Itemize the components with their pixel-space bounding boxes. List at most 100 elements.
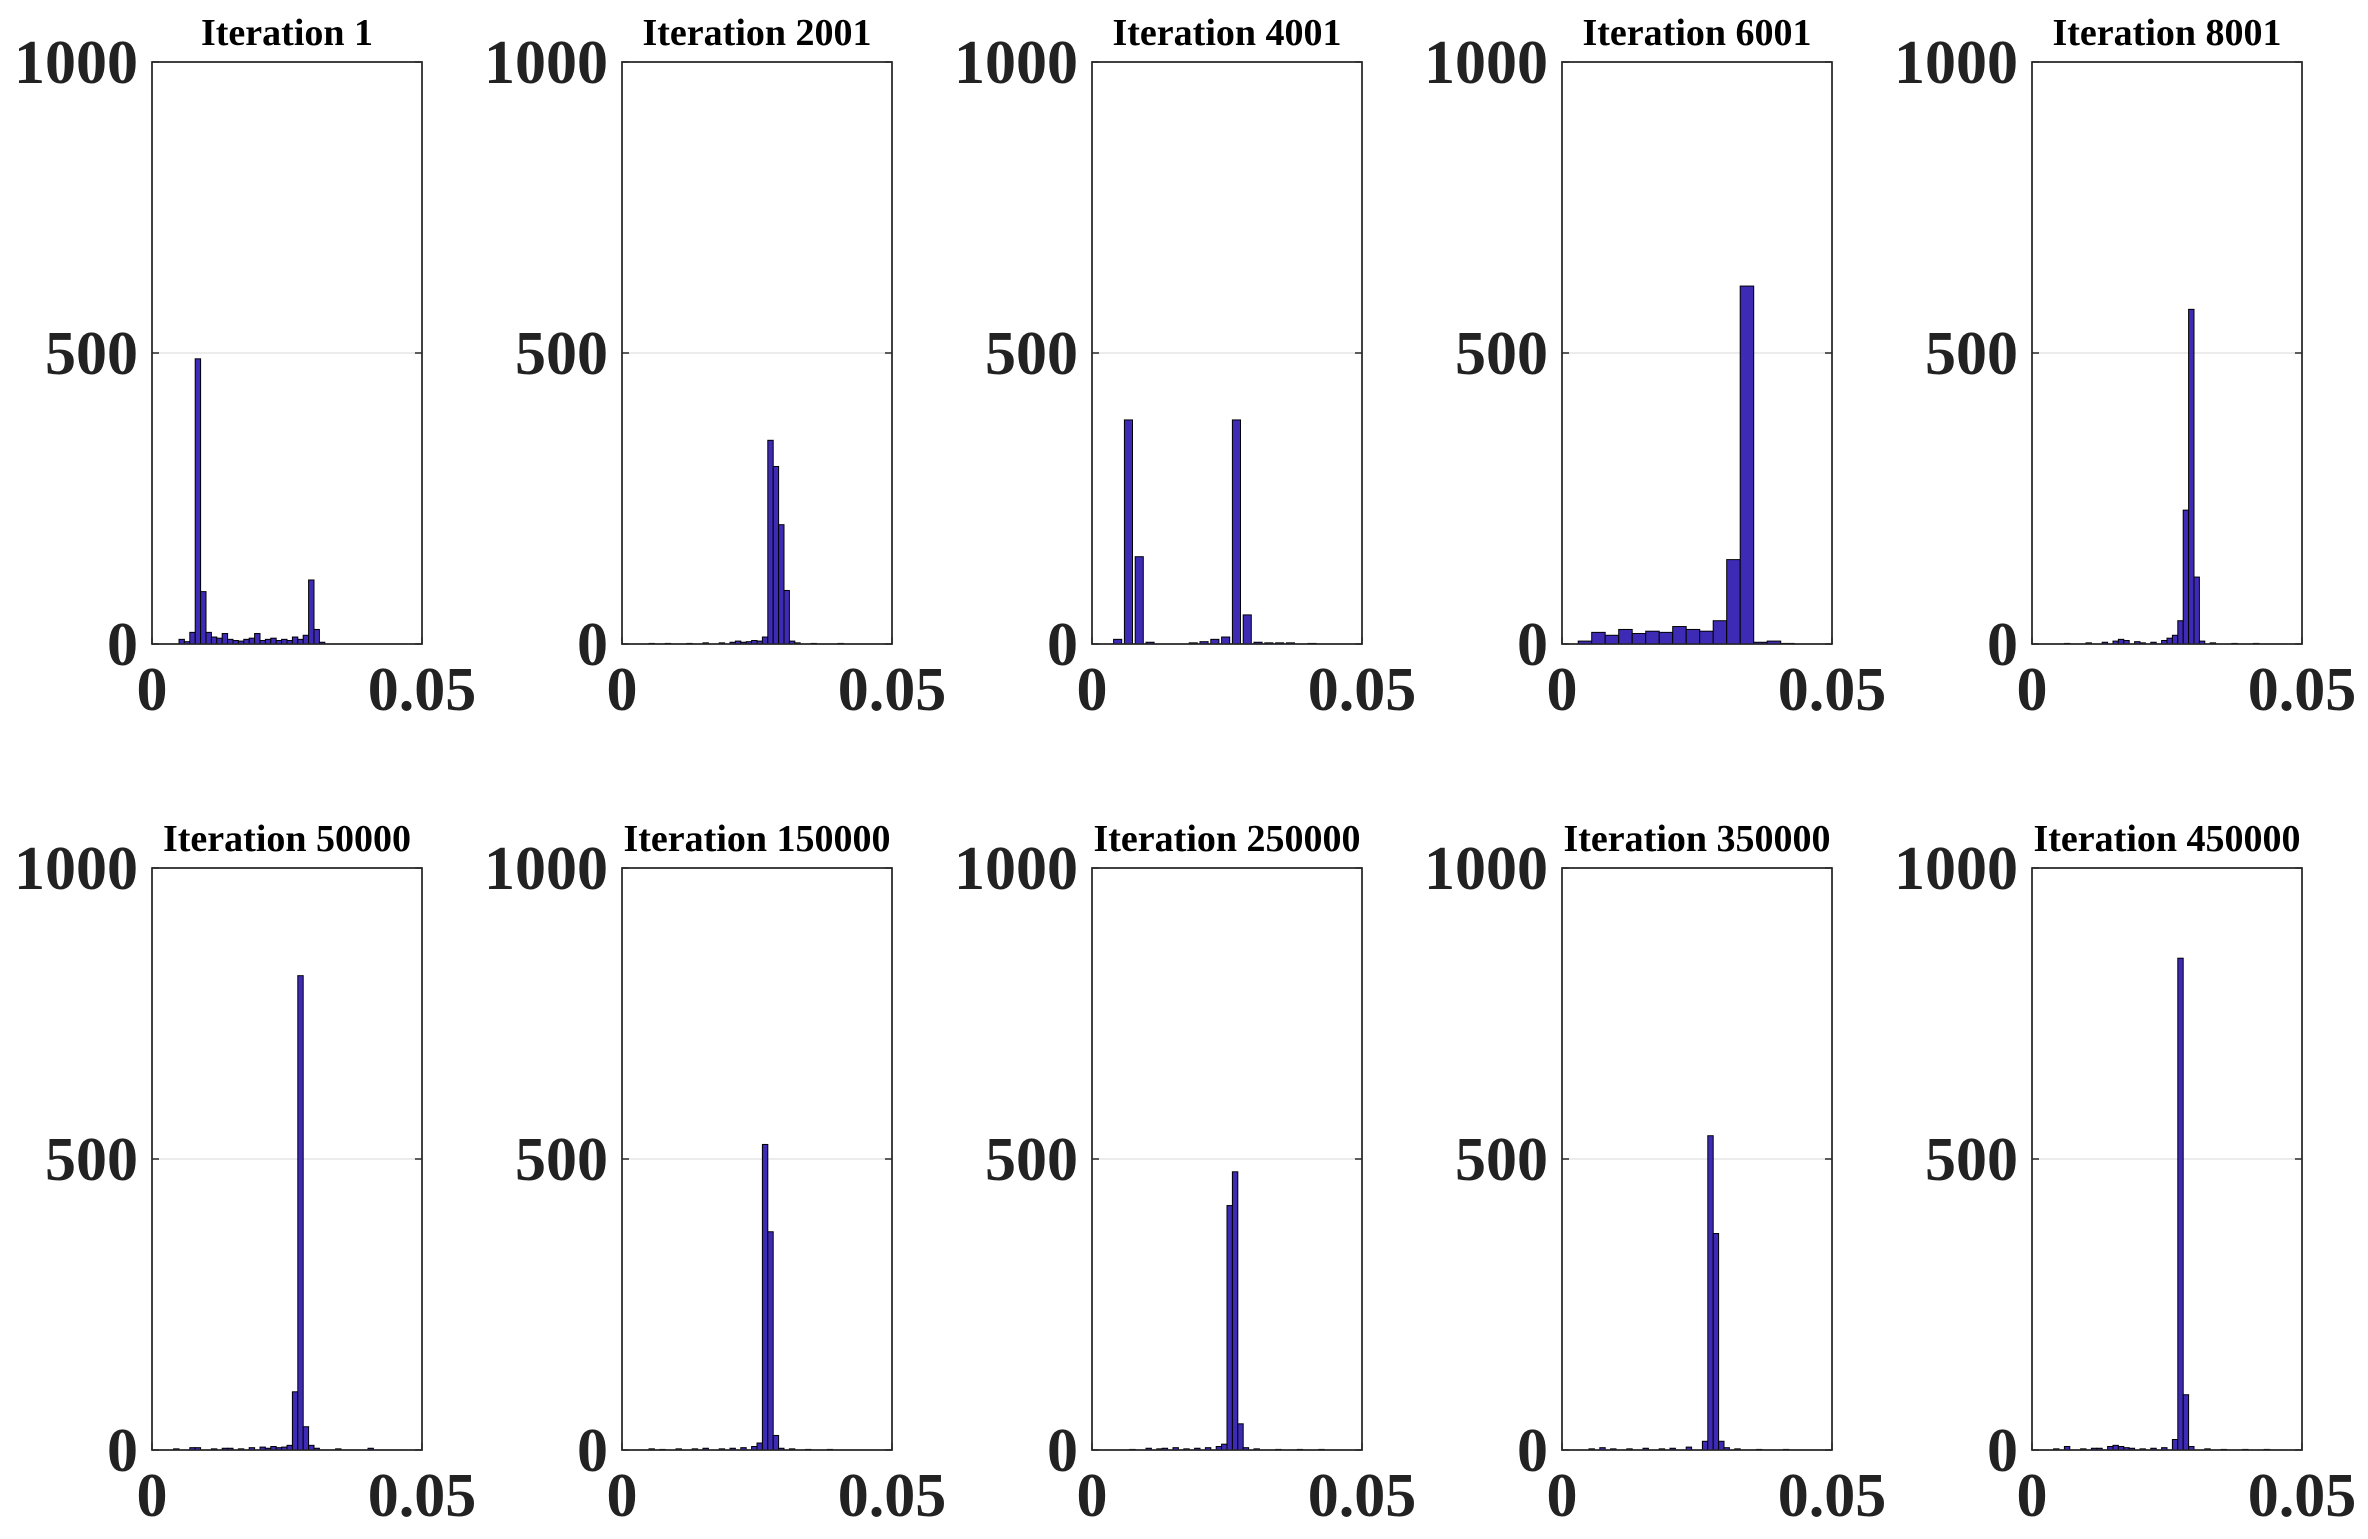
histogram-bar	[2177, 957, 2184, 1451]
histogram-bar	[291, 1391, 299, 1451]
x-tick-label: 0	[607, 656, 638, 724]
x-tick-label: 0.05	[2248, 656, 2357, 724]
histogram-bar	[210, 636, 218, 645]
histogram-panel: 0 500 1000 0 0.05 Iteration 1	[14, 12, 476, 724]
y-tick-label: 1000	[484, 835, 608, 903]
histogram-panel: 0 500 1000 0 0.05 Iteration 150000	[484, 818, 946, 1530]
panel-title: Iteration 1	[201, 12, 373, 54]
histogram-bar	[1645, 630, 1660, 645]
x-tick-label: 0	[2017, 656, 2048, 724]
histogram-bar	[1591, 631, 1606, 645]
histogram-panel: 0 500 1000 0 0.05 Iteration 2001	[484, 12, 946, 724]
y-tick-label: 500	[45, 320, 138, 388]
y-tick-label: 1000	[484, 29, 608, 97]
x-tick-label: 0	[1547, 656, 1578, 724]
histogram-bar	[1718, 1440, 1725, 1451]
histogram-bar	[194, 358, 202, 645]
histogram-bar	[291, 636, 299, 645]
y-tick-label: 0	[577, 1417, 608, 1485]
y-tick-label: 0	[1047, 1417, 1078, 1485]
histogram-bar	[1726, 559, 1741, 645]
histogram-bar	[270, 637, 277, 645]
y-tick-label: 500	[515, 320, 608, 388]
y-tick-label: 0	[1517, 1417, 1548, 1485]
y-tick-label: 0	[107, 611, 138, 679]
panel-title: Iteration 150000	[623, 818, 890, 860]
histogram-bar	[2182, 1394, 2190, 1451]
histogram-bar	[302, 1426, 310, 1451]
histogram-bar	[1242, 614, 1252, 645]
histogram-panel: 0 500 1000 0 0.05 Iteration 450000	[1894, 818, 2356, 1530]
y-tick-label: 1000	[14, 29, 138, 97]
histogram-bar	[2182, 509, 2190, 645]
histogram-bar	[1631, 633, 1647, 645]
y-tick-label: 1000	[954, 29, 1078, 97]
histogram-panel: 0 500 1000 0 0.05 Iteration 50000	[14, 818, 476, 1530]
histogram-bar	[1658, 631, 1674, 645]
histogram-bar	[2171, 1439, 2179, 1451]
x-tick-label: 0	[2017, 1462, 2048, 1530]
x-tick-label: 0	[607, 1462, 638, 1530]
y-tick-label: 1000	[954, 835, 1078, 903]
histogram-bar	[761, 1143, 769, 1451]
histogram-bar	[1701, 1440, 1709, 1451]
histogram-bar	[756, 1442, 763, 1451]
histogram-bar	[767, 1231, 774, 1451]
y-tick-label: 1000	[14, 835, 138, 903]
panel-title: Iteration 8001	[2052, 12, 2281, 54]
histogram-bar	[1699, 630, 1714, 645]
histogram-bar	[1618, 628, 1633, 645]
histogram-bar	[248, 637, 256, 645]
histogram-bar	[1226, 1205, 1233, 1451]
histogram-bar	[1707, 1135, 1714, 1451]
x-tick-label: 0	[1077, 656, 1108, 724]
histogram-bar	[1231, 419, 1242, 645]
histogram-bar	[297, 975, 304, 1451]
x-tick-label: 0	[1077, 1462, 1108, 1530]
histogram-bar	[313, 628, 320, 645]
x-tick-label: 0.05	[368, 1462, 477, 1530]
histogram-bar	[1739, 285, 1755, 645]
x-tick-label: 0.05	[1308, 1462, 1417, 1530]
x-tick-label: 0	[137, 656, 168, 724]
histogram-panel: 0 500 1000 0 0.05 Iteration 8001	[1894, 12, 2356, 724]
y-tick-label: 500	[1455, 1126, 1548, 1194]
histogram-bar	[761, 636, 769, 645]
x-tick-label: 0	[137, 1462, 168, 1530]
y-tick-label: 0	[577, 611, 608, 679]
y-tick-label: 1000	[1894, 835, 2018, 903]
histogram-bar	[1231, 1171, 1239, 1451]
y-tick-label: 500	[515, 1126, 608, 1194]
histogram-bar	[189, 631, 196, 645]
histogram-bar	[1672, 626, 1687, 645]
histogram-bar	[221, 633, 229, 645]
histogram-bar	[2188, 308, 2195, 645]
y-tick-label: 1000	[1894, 29, 2018, 97]
panel-title: Iteration 6001	[1582, 12, 1811, 54]
panel-title: Iteration 4001	[1112, 12, 1341, 54]
histogram-bar	[254, 633, 261, 645]
histogram-bar	[1134, 556, 1144, 645]
y-tick-label: 0	[1987, 611, 2018, 679]
y-tick-label: 0	[1047, 611, 1078, 679]
panel-title: Iteration 2001	[642, 12, 871, 54]
x-tick-label: 0.05	[838, 656, 947, 724]
histogram-bar	[308, 579, 315, 645]
histogram-panel: 0 500 1000 0 0.05 Iteration 350000	[1424, 818, 1886, 1530]
histogram-bar	[1604, 634, 1620, 645]
y-tick-label: 500	[45, 1126, 138, 1194]
y-tick-label: 500	[1455, 320, 1548, 388]
histogram-bar	[302, 634, 310, 645]
y-tick-label: 0	[1987, 1417, 2018, 1485]
panel-title: Iteration 350000	[1563, 818, 1830, 860]
histogram-bar	[1685, 628, 1701, 645]
panel-title: Iteration 450000	[2033, 818, 2300, 860]
histogram-panel: 0 500 1000 0 0.05 Iteration 250000	[954, 818, 1416, 1530]
histogram-bar	[2166, 637, 2173, 645]
histogram-bar	[772, 465, 780, 645]
histogram-bar	[772, 1434, 780, 1451]
y-tick-label: 500	[1925, 320, 2018, 388]
histogram-bar	[2171, 634, 2179, 645]
x-tick-label: 0.05	[1778, 1462, 1887, 1530]
